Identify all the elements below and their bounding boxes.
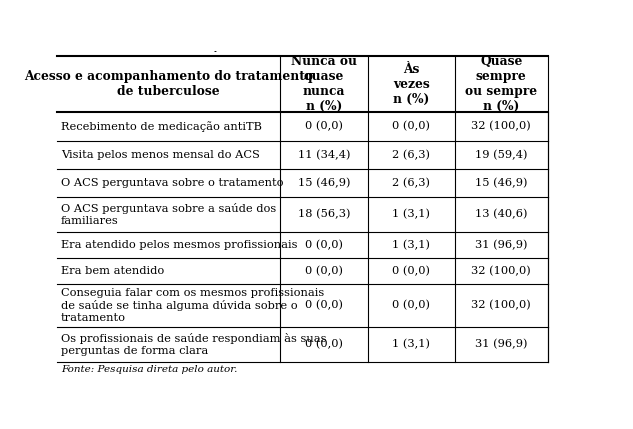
Text: 1 (3,1): 1 (3,1)	[392, 240, 430, 250]
Text: Visita pelos menos mensal do ACS: Visita pelos menos mensal do ACS	[61, 150, 260, 160]
Text: 1 (3,1): 1 (3,1)	[392, 209, 430, 220]
Text: 19 (59,4): 19 (59,4)	[475, 150, 527, 160]
Text: 32 (100,0): 32 (100,0)	[472, 300, 531, 311]
Text: Tabela  4  –   Acesso  e  acompanhamento  do  tratamento  de  tuberculose  nos  : Tabela 4 – Acesso e acompanhamento do tr…	[61, 43, 633, 52]
Text: 0 (0,0): 0 (0,0)	[305, 121, 343, 132]
Text: 32 (100,0): 32 (100,0)	[472, 266, 531, 276]
Text: Era bem atendido: Era bem atendido	[61, 266, 164, 276]
Text: 0 (0,0): 0 (0,0)	[392, 300, 430, 311]
Text: Às
vezes
n (%): Às vezes n (%)	[393, 63, 430, 106]
Text: Os profissionais de saúde respondiam às suas
perguntas de forma clara: Os profissionais de saúde respondiam às …	[61, 333, 327, 356]
Text: O ACS perguntava sobre o tratamento: O ACS perguntava sobre o tratamento	[61, 178, 284, 188]
Text: 0 (0,0): 0 (0,0)	[392, 266, 430, 276]
Text: Recebimento de medicação antiTB: Recebimento de medicação antiTB	[61, 121, 262, 132]
Text: 0 (0,0): 0 (0,0)	[392, 121, 430, 132]
Text: Conseguia falar com os mesmos profissionais
de saúde se tinha alguma dúvida sobr: Conseguia falar com os mesmos profission…	[61, 288, 324, 323]
Text: Quase
sempre
ou sempre
n (%): Quase sempre ou sempre n (%)	[465, 55, 537, 113]
Text: 2 (6,3): 2 (6,3)	[392, 178, 430, 188]
Text: Era atendido pelos mesmos profissionais: Era atendido pelos mesmos profissionais	[61, 240, 298, 250]
Text: 0 (0,0): 0 (0,0)	[305, 240, 343, 250]
Text: 1 (3,1): 1 (3,1)	[392, 339, 430, 349]
Text: 15 (46,9): 15 (46,9)	[475, 178, 527, 188]
Text: 2 (6,3): 2 (6,3)	[392, 150, 430, 160]
Text: Fonte: Pesquisa direta pelo autor.: Fonte: Pesquisa direta pelo autor.	[61, 365, 237, 374]
Text: O ACS perguntava sobre a saúde dos
familiares: O ACS perguntava sobre a saúde dos famil…	[61, 203, 276, 226]
Text: 18 (56,3): 18 (56,3)	[298, 209, 350, 220]
Text: Acesso e acompanhamento do tratamento
de tuberculose: Acesso e acompanhamento do tratamento de…	[24, 70, 313, 98]
Text: 32 (100,0): 32 (100,0)	[472, 121, 531, 132]
Text: 15 (46,9): 15 (46,9)	[298, 178, 350, 188]
Text: 11 (34,4): 11 (34,4)	[298, 150, 350, 160]
Text: 31 (96,9): 31 (96,9)	[475, 240, 527, 250]
Text: 31 (96,9): 31 (96,9)	[475, 339, 527, 349]
Text: Nunca ou
quase
nunca
n (%): Nunca ou quase nunca n (%)	[291, 55, 357, 113]
Text: 0 (0,0): 0 (0,0)	[305, 339, 343, 349]
Text: 0 (0,0): 0 (0,0)	[305, 300, 343, 311]
Text: 0 (0,0): 0 (0,0)	[305, 266, 343, 276]
Text: 13 (40,6): 13 (40,6)	[475, 209, 527, 220]
